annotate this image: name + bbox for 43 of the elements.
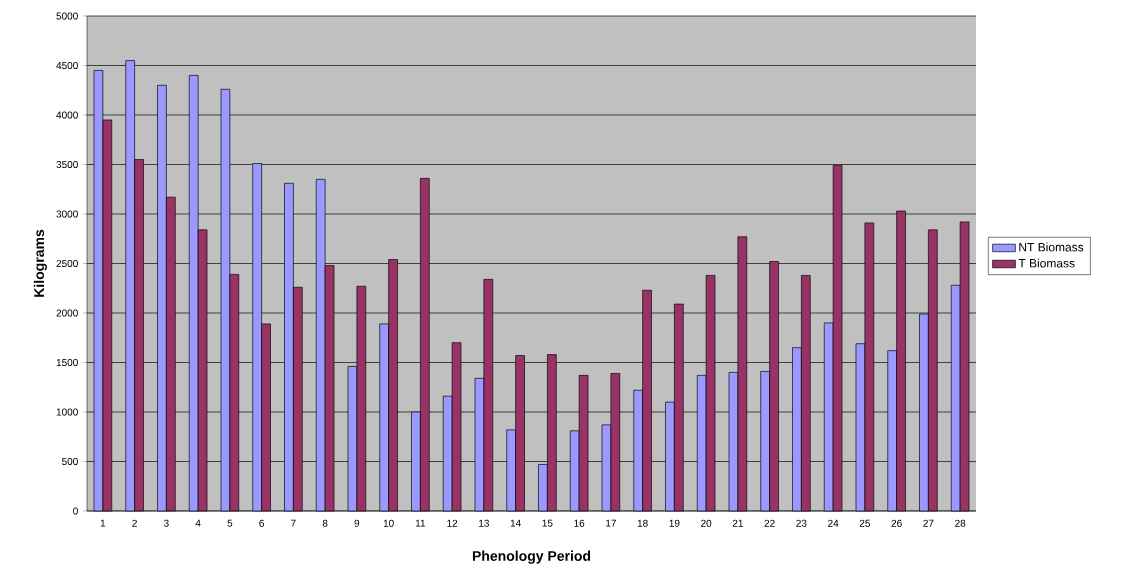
y-tick-label: 4000	[56, 111, 78, 119]
y-tick-label: 4500	[56, 61, 78, 70]
y-tick-label: 0	[73, 507, 78, 515]
legend-label: NT Biomass	[1019, 242, 1084, 252]
x-tick-label: 26	[891, 519, 902, 527]
x-tick-label: 9	[354, 519, 360, 527]
x-tick-label: 18	[637, 519, 648, 527]
x-tick-label: 7	[291, 519, 296, 527]
x-tick-label: 11	[415, 519, 426, 527]
x-tick-label: 13	[479, 519, 489, 527]
y-tick-label: 1000	[56, 408, 78, 416]
y-tick-label: 2500	[56, 259, 78, 268]
x-tick-label: 25	[859, 519, 871, 527]
x-tick-label: 12	[447, 519, 458, 527]
legend-label: T Biomass	[1018, 258, 1075, 268]
x-tick-label: 8	[322, 519, 328, 527]
x-tick-label: 14	[510, 519, 521, 527]
y-tick-label: 5000	[56, 12, 78, 20]
x-tick-label: 16	[574, 519, 585, 527]
x-tick-label: 27	[923, 519, 934, 527]
x-tick-label: 10	[383, 519, 394, 527]
x-tick-label: 1	[100, 519, 106, 527]
y-tick-label: 3000	[56, 210, 78, 218]
y-axis-title: Kilograms	[33, 229, 47, 297]
y-tick-label: 2000	[56, 309, 78, 317]
x-tick-label: 24	[828, 519, 839, 527]
x-axis-title: Phenology Period	[472, 550, 591, 564]
x-tick-label: 20	[701, 519, 712, 527]
x-tick-label: 4	[195, 519, 201, 527]
x-tick-label: 23	[796, 519, 807, 527]
x-tick-label: 17	[606, 519, 616, 527]
x-tick-label: 21	[732, 519, 743, 527]
x-tick-label: 2	[132, 519, 137, 527]
x-tick-label: 6	[259, 519, 264, 527]
y-tick-label: 500	[62, 457, 78, 466]
y-tick-label: 1500	[56, 358, 78, 367]
x-tick-label: 22	[764, 519, 775, 527]
x-tick-label: 3	[163, 519, 169, 527]
x-tick-label: 5	[227, 519, 233, 527]
x-tick-label: 15	[542, 519, 553, 527]
x-tick-label: 28	[955, 519, 966, 527]
y-tick-label: 3500	[56, 160, 78, 169]
x-tick-label: 19	[669, 519, 680, 527]
